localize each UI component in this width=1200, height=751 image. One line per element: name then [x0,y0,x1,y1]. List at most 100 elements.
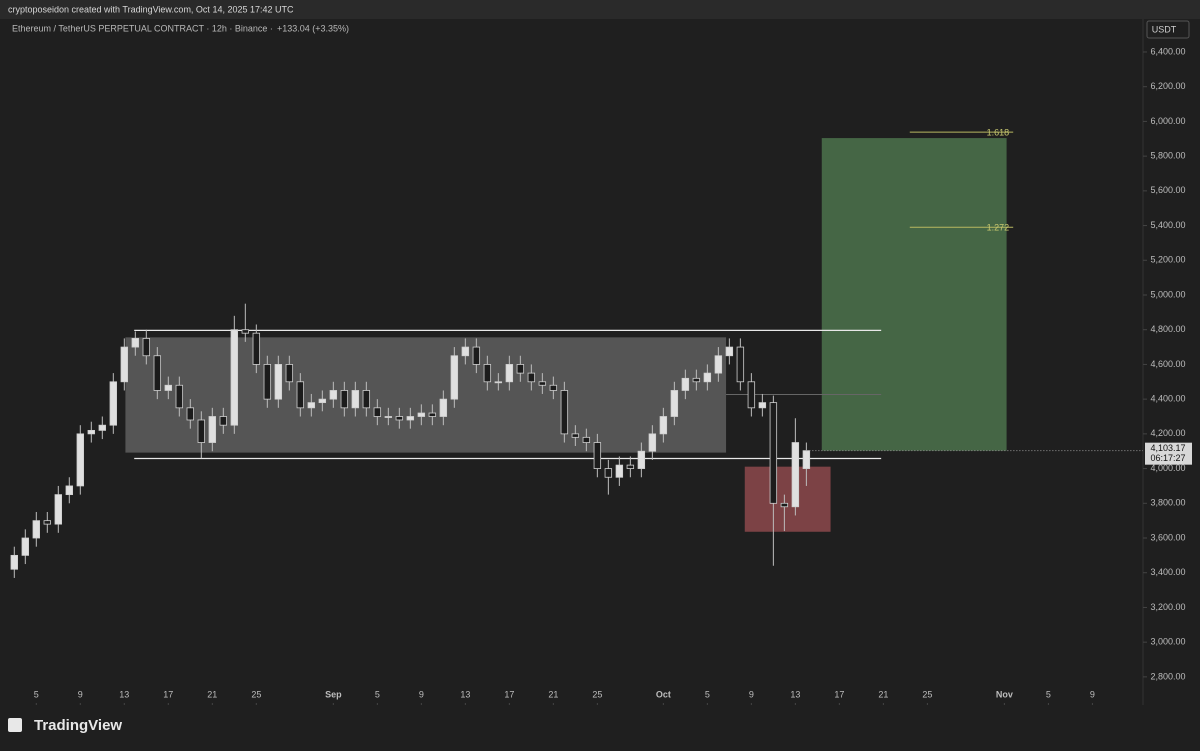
candle-body [54,494,63,525]
x-tick-label: 17 [163,689,173,699]
x-tick-label: Oct [656,689,671,699]
y-tick-label: 6,400.00 [1150,46,1185,56]
candle-body [362,390,371,409]
candle-body [131,337,140,348]
currency-box [1146,20,1190,39]
candle-body [395,416,404,421]
candle-body [659,416,668,435]
x-tick-label: 9 [749,689,754,699]
plot: 2,800.00 3,000.00 3,200.00 3,400.00 3,600.00… [10,46,1192,705]
candle-body [274,364,283,400]
fib-label: 1.618 [987,128,1010,138]
candle-body [252,332,261,365]
candle-body [373,407,382,417]
candle-body [285,364,294,383]
candle-body [43,520,52,525]
x-tick-label: 9 [1090,689,1095,699]
x-tick-label: 21 [548,689,558,699]
candle-body [241,329,250,334]
candle-body [153,355,162,391]
candle-body [461,346,470,357]
x-tick-label: 25 [922,689,932,699]
candle-body [769,402,778,504]
y-tick-label: 3,000.00 [1150,637,1185,647]
candle-body [571,433,580,438]
candle-body [560,390,569,435]
candle-body [670,390,679,417]
y-tick-label: 5,200.00 [1150,255,1185,265]
candle-body [208,416,217,443]
candle-body [450,355,459,400]
candle-body [791,442,800,508]
y-tick-label: 3,400.00 [1150,567,1185,577]
x-tick-label: 21 [878,689,888,699]
candle-body [637,450,646,469]
candle-body [263,364,272,400]
y-tick-label: 5,400.00 [1150,220,1185,230]
candle-body [186,407,195,421]
candle-body [197,419,206,443]
candle-body [549,384,558,391]
candle-body [758,402,767,409]
x-tick-label: 5 [34,689,39,699]
candle-body [538,381,547,386]
top-bar [0,0,1200,19]
candle-body [582,436,591,443]
y-tick-label: 4,200.00 [1150,428,1185,438]
y-tick-label: 4,600.00 [1150,359,1185,369]
candle-body [21,537,30,556]
candle-body [593,442,602,469]
x-tick-label: 13 [790,689,800,699]
price-change: +133.04 (+3.35%) [277,23,349,33]
candle-body [142,337,151,357]
x-tick-label: 21 [207,689,217,699]
stop-zone [744,466,831,532]
y-tick-label: 6,000.00 [1150,116,1185,126]
x-tick-label: Nov [996,689,1013,699]
candle-body [307,402,316,409]
candle-body [87,429,96,435]
x-tick-label: 9 [419,689,424,699]
x-tick-label: 25 [592,689,602,699]
y-tick-label: 6,200.00 [1150,81,1185,91]
candle-body [626,464,635,469]
symbol-title: Ethereum / TetherUS PERPETUAL CONTRACT ·… [12,23,273,33]
fib-label: 1.272 [987,223,1010,233]
candle-body [32,520,41,539]
y-tick-label: 5,600.00 [1150,185,1185,195]
candle-body [384,416,393,418]
candle-body [428,412,437,417]
y-tick-label: 3,600.00 [1150,532,1185,542]
credit: cryptoposeidon created with TradingView.… [8,4,294,14]
candle-body [747,381,756,409]
x-tick-label: 5 [705,689,710,699]
y-tick-label: 4,400.00 [1150,394,1185,404]
candle-body [472,346,481,365]
x-tick-label: 25 [251,689,261,699]
candle-body [230,329,239,426]
target-zone [821,138,1007,451]
candle-body [681,377,690,391]
y-tick-label: 2,800.00 [1150,671,1185,681]
last-price: 4,103.17 [1150,443,1185,453]
x-tick-label: Sep [325,689,342,699]
range-box [125,337,727,453]
logo-icon [8,718,22,732]
candle-body [439,398,448,417]
candle-body [406,416,415,421]
candle-body [164,384,173,391]
candle-body [494,381,503,384]
x-tick-label: 5 [375,689,380,699]
y-tick-label: 4,000.00 [1150,463,1185,473]
candle-body [483,364,492,383]
logo-text: TradingView [34,717,122,734]
countdown: 06:17:27 [1150,453,1185,463]
x-tick-label: 13 [119,689,129,699]
candle-body [527,372,536,383]
x-tick-label: 13 [460,689,470,699]
y-tick-label: 3,200.00 [1150,602,1185,612]
candle-body [351,390,360,409]
candle-body [802,450,811,469]
